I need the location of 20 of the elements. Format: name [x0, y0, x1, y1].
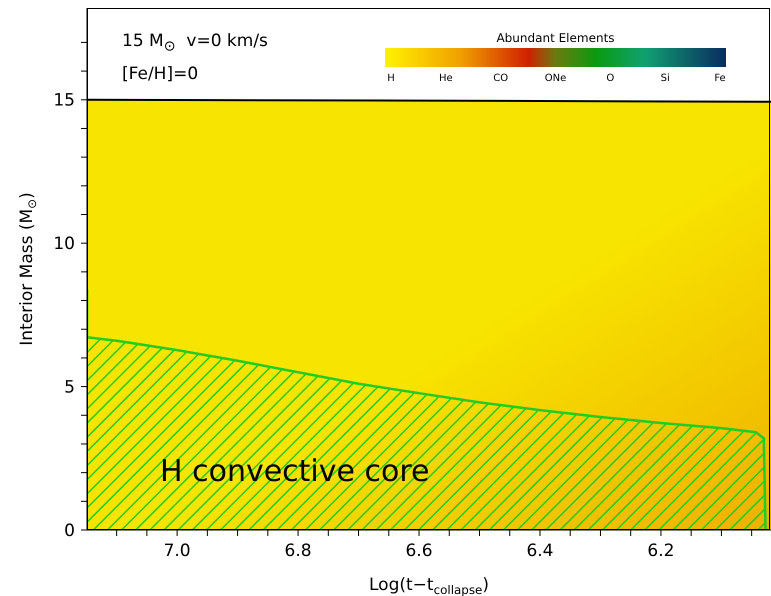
annotation: 15 M$_{⊙}$ v=0 km/s [122, 31, 268, 54]
text: O [606, 73, 614, 84]
text: He [438, 73, 453, 84]
x-tick-label: 6.6 [406, 541, 433, 562]
text: ONe [544, 73, 566, 84]
x-axis-title: Log(t−t$_{collapse}$) [369, 575, 489, 596]
y-tick-label: 5 [64, 378, 75, 398]
y-tick-label: 10 [53, 234, 75, 254]
x-tick-label: 7.0 [164, 541, 191, 562]
y-tick-label: 0 [64, 520, 75, 541]
x-tick-label: 6.2 [647, 541, 674, 562]
text: Si [660, 73, 670, 84]
text: Fe [714, 73, 726, 84]
annotation: [Fe/H]=0 [122, 64, 198, 84]
text: CO [493, 73, 508, 84]
x-tick-label: 6.4 [526, 541, 554, 562]
y-tick-label: 15 [53, 90, 75, 111]
x-tick-label: 6.8 [284, 541, 312, 562]
color-bar-title: Abundant Elements [496, 31, 615, 45]
text: H [387, 73, 395, 84]
